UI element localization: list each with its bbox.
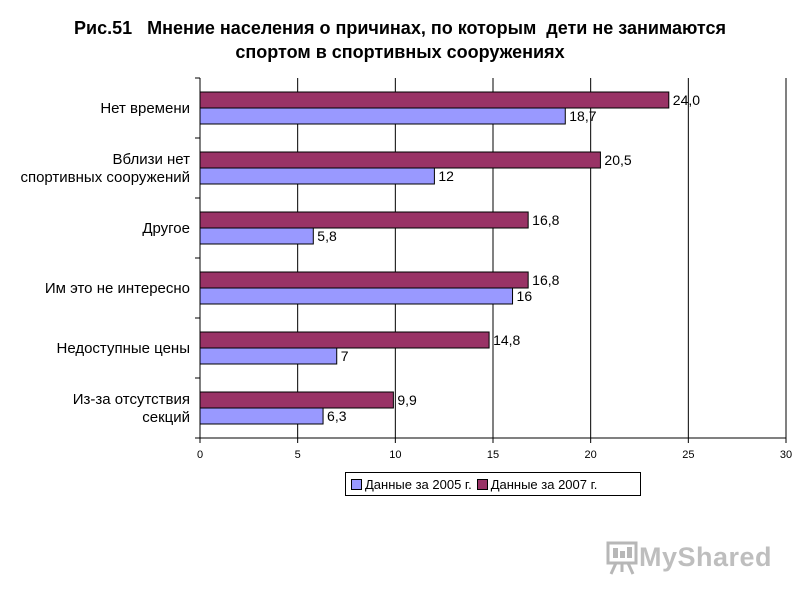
data-label-2005-0: 18,7: [569, 108, 596, 124]
data-label-2007-4: 14,8: [493, 332, 520, 348]
legend-item-2007: Данные за 2007 г.: [476, 476, 598, 492]
x-tick-label-15: 15: [487, 449, 499, 461]
data-label-2005-4: 7: [341, 348, 349, 364]
category-label-5-1: секций: [142, 409, 190, 426]
data-label-2007-2: 16,8: [532, 212, 559, 228]
bar-2007-2: [199, 211, 529, 229]
presentation-board-icon: [606, 541, 638, 575]
legend: Данные за 2005 г. Данные за 2007 г.: [345, 472, 641, 496]
chart-title-line-1: Рис.51 Мнение населения о причинах, по к…: [74, 18, 726, 38]
category-label-1-0: Вблизи нет: [113, 151, 191, 168]
data-label-2007-1: 20,5: [604, 152, 631, 168]
bar-2007-1: [199, 151, 601, 169]
bar-2005-3: [199, 287, 514, 305]
data-label-2005-2: 5,8: [317, 228, 337, 244]
myshared-logo: MyShared: [605, 538, 772, 576]
bar-2007-5: [199, 391, 394, 409]
category-label-5-0: Из-за отсутствия: [73, 391, 190, 408]
logo-text: MyShared: [639, 541, 773, 572]
data-label-2007-5: 9,9: [397, 392, 417, 408]
category-label-1-1: спортивных сооружений: [20, 169, 190, 186]
bar-marks: [199, 91, 670, 425]
data-label-2005-1: 12: [438, 168, 454, 184]
legend-label-2007: Данные за 2007 г.: [490, 476, 598, 492]
bar-2007-4: [199, 331, 490, 349]
category-label-3: Им это не интересно: [45, 280, 190, 297]
legend-swatch-2007: [476, 478, 488, 490]
axes: [195, 77, 787, 443]
bar-2005-0: [199, 107, 566, 125]
data-label-2005-3: 16: [517, 288, 533, 304]
chart-title: Рис.51 Мнение населения о причинах, по к…: [0, 16, 800, 64]
bar-2005-5: [199, 407, 324, 425]
data-label-2007-3: 16,8: [532, 272, 559, 288]
chart-title-line-2: спортом в спортивных сооружениях: [235, 42, 565, 62]
data-label-2007-0: 24,0: [673, 92, 700, 108]
x-tick-label-25: 25: [682, 449, 694, 461]
bar-2005-4: [199, 347, 338, 365]
x-tick-label-5: 5: [295, 449, 301, 461]
category-label-4: Недоступные цены: [56, 340, 190, 357]
bar-2005-2: [199, 227, 314, 245]
bar-2007-3: [199, 271, 529, 289]
x-tick-label-30: 30: [780, 449, 792, 461]
data-label-2005-5: 6,3: [327, 408, 347, 424]
legend-swatch-2005: [351, 478, 362, 490]
bar-2007-0: [199, 91, 670, 109]
legend-label-2005: Данные за 2005 г.: [365, 476, 472, 492]
x-tick-label-20: 20: [585, 449, 597, 461]
category-label-2: Другое: [142, 220, 190, 237]
x-tick-label-0: 0: [197, 449, 203, 461]
x-tick-label-10: 10: [389, 449, 401, 461]
grid-lines: [297, 78, 787, 438]
category-label-0: Нет времени: [100, 100, 190, 117]
bar-2005-1: [199, 167, 435, 185]
legend-item-2005: Данные за 2005 г.: [351, 477, 472, 492]
labels: 0 5 10 15 20 25 30 24,0 18,7 Нет времени 20,5 12 Вбл…: [20, 92, 792, 461]
